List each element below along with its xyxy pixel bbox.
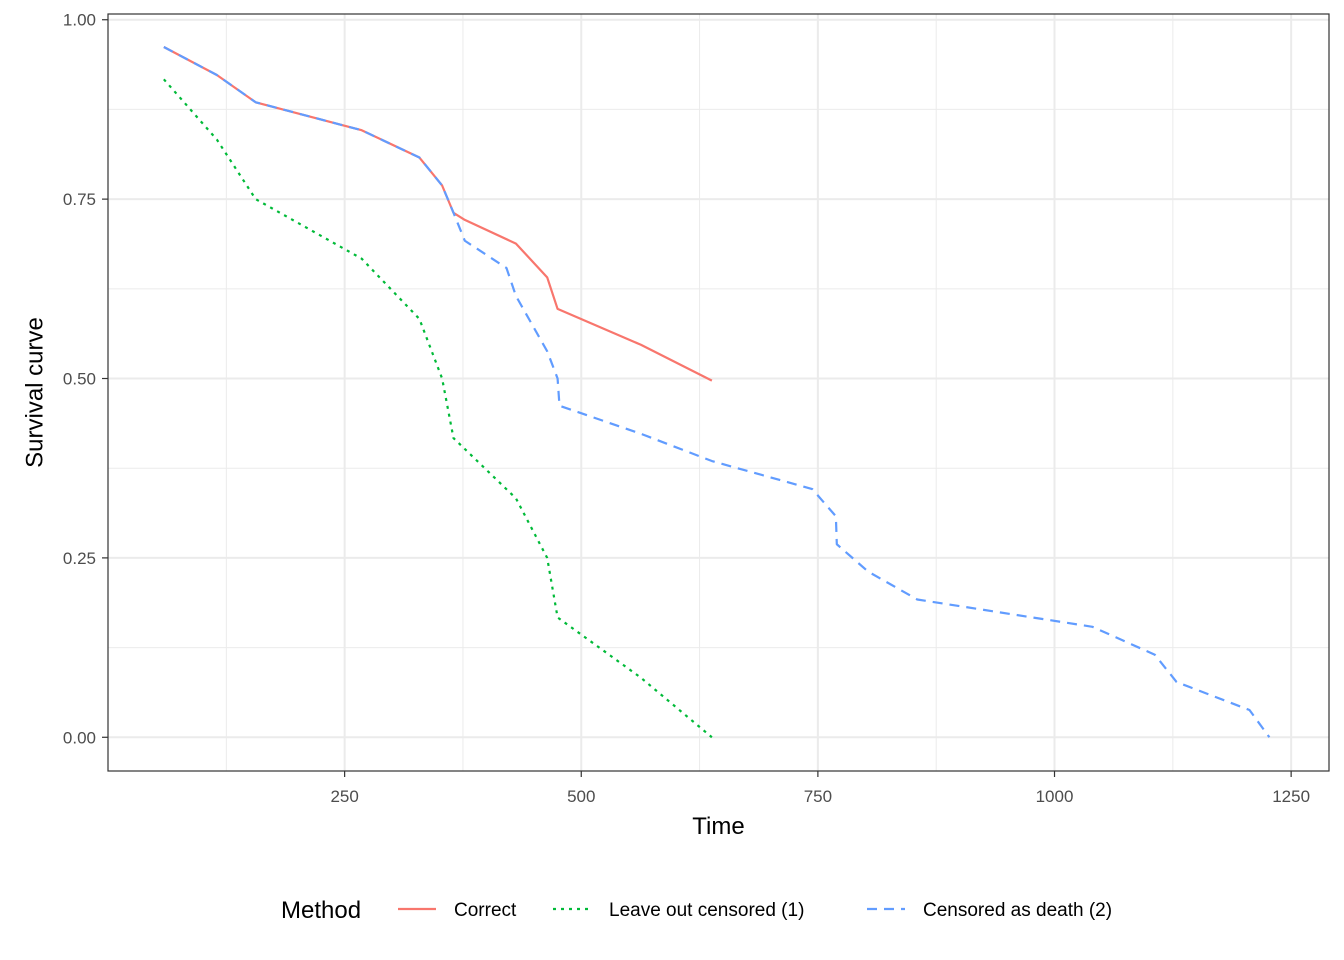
legend: Method Correct Leave out censored (1) Cens… [281,897,1112,924]
x-tick-label: 750 [804,787,832,806]
y-axis-title: Survival curve [21,317,48,468]
x-tick-label: 250 [330,787,358,806]
y-tick-label: 0.00 [63,728,96,747]
y-tick-label: 0.75 [63,190,96,209]
y-axis-ticks: 0.00 0.25 0.50 0.75 1.00 [63,11,108,747]
legend-label-3: Censored as death (2) [923,900,1112,921]
x-tick-label: 500 [567,787,595,806]
legend-title: Method [281,897,361,924]
y-tick-label: 1.00 [63,11,96,30]
legend-label-2: Leave out censored (1) [609,900,804,921]
x-tick-label: 1250 [1272,787,1310,806]
grid-minor [108,14,1329,771]
series-line-2 [163,78,713,739]
panel-border [107,13,1330,772]
x-axis-ticks: 250 500 750 1000 1250 [330,771,1310,806]
x-tick-label: 1000 [1036,787,1074,806]
legend-label-1: Correct [454,900,517,921]
y-tick-label: 0.25 [63,549,96,568]
series-line-3 [163,46,1271,738]
x-axis-title: Time [692,813,744,840]
series-layer [163,46,1271,739]
y-tick-label: 0.50 [63,370,96,389]
grid-major [108,14,1329,771]
